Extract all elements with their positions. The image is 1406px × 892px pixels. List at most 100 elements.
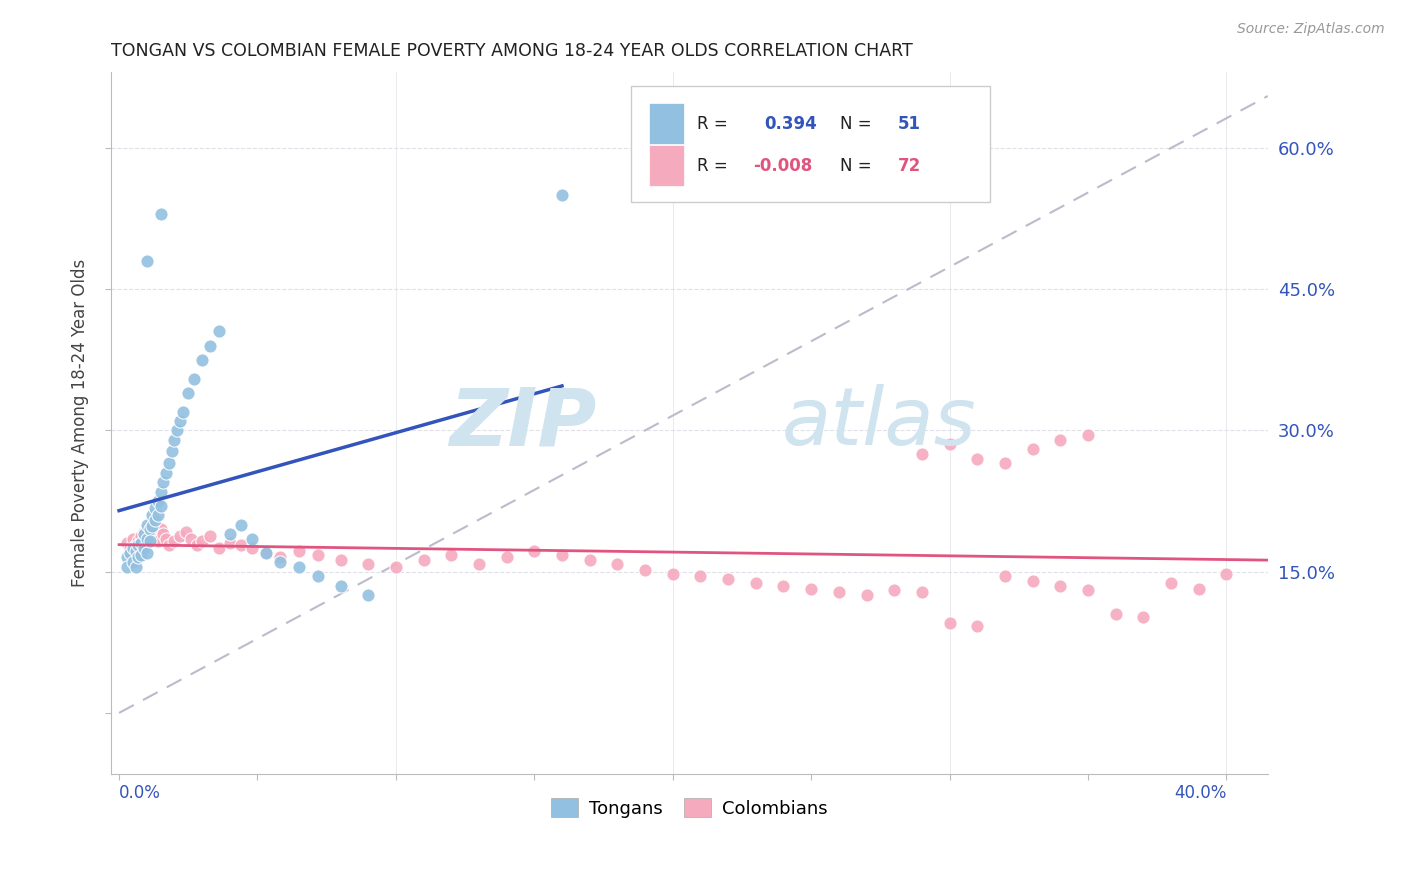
Point bbox=[1077, 583, 1099, 598]
Point bbox=[994, 569, 1017, 583]
Point bbox=[1049, 579, 1071, 593]
Point bbox=[169, 529, 191, 543]
Text: 72: 72 bbox=[897, 157, 921, 175]
Point bbox=[120, 541, 142, 555]
Point bbox=[523, 544, 546, 558]
Point bbox=[329, 579, 352, 593]
Point bbox=[1077, 428, 1099, 442]
Text: R =: R = bbox=[697, 115, 728, 133]
Point bbox=[385, 560, 408, 574]
Point bbox=[141, 532, 163, 546]
Point bbox=[135, 532, 157, 546]
Point bbox=[1104, 607, 1126, 621]
Point bbox=[938, 437, 960, 451]
FancyBboxPatch shape bbox=[648, 145, 683, 186]
Point bbox=[132, 524, 155, 539]
Point bbox=[200, 338, 222, 352]
Point bbox=[125, 560, 148, 574]
Point bbox=[412, 553, 434, 567]
Point bbox=[135, 517, 157, 532]
Point bbox=[307, 548, 329, 562]
Point bbox=[357, 557, 380, 571]
Point bbox=[440, 548, 463, 562]
Point bbox=[152, 475, 174, 490]
Point bbox=[146, 534, 169, 549]
Point bbox=[177, 385, 200, 400]
Point bbox=[606, 557, 628, 571]
Text: 51: 51 bbox=[897, 115, 921, 133]
Point bbox=[1188, 582, 1211, 596]
Point bbox=[120, 546, 142, 560]
Point bbox=[717, 572, 740, 586]
Point bbox=[307, 569, 329, 583]
Point bbox=[254, 546, 277, 560]
Point bbox=[240, 541, 263, 555]
Point bbox=[269, 555, 291, 569]
Point bbox=[689, 569, 711, 583]
Point bbox=[132, 541, 155, 555]
Point bbox=[911, 447, 934, 461]
Point bbox=[135, 522, 157, 536]
Point bbox=[163, 534, 186, 549]
Point bbox=[551, 548, 574, 562]
Point bbox=[138, 534, 160, 549]
Point bbox=[357, 588, 380, 602]
Point bbox=[495, 550, 517, 565]
Point bbox=[180, 532, 202, 546]
Point bbox=[208, 325, 231, 339]
Point bbox=[1049, 433, 1071, 447]
Point bbox=[143, 529, 166, 543]
Point bbox=[229, 517, 252, 532]
Point bbox=[155, 532, 177, 546]
Point bbox=[661, 566, 683, 581]
Point bbox=[800, 582, 823, 596]
Point bbox=[129, 529, 152, 543]
Point bbox=[288, 560, 311, 574]
Point bbox=[129, 548, 152, 562]
Text: N =: N = bbox=[839, 115, 872, 133]
Point bbox=[240, 532, 263, 546]
Text: 40.0%: 40.0% bbox=[1174, 783, 1226, 802]
Point bbox=[155, 466, 177, 480]
Text: 0.0%: 0.0% bbox=[120, 783, 160, 802]
Point bbox=[772, 579, 794, 593]
Point bbox=[183, 371, 205, 385]
Point bbox=[122, 541, 145, 555]
Point bbox=[132, 527, 155, 541]
Point bbox=[218, 536, 240, 550]
Point bbox=[883, 583, 905, 598]
Point bbox=[551, 187, 574, 202]
Text: 0.394: 0.394 bbox=[765, 115, 817, 133]
Point bbox=[578, 553, 600, 567]
Text: R =: R = bbox=[697, 157, 728, 175]
Point bbox=[172, 404, 194, 418]
Point bbox=[149, 499, 172, 513]
Point bbox=[157, 538, 180, 552]
Point bbox=[146, 508, 169, 522]
Point bbox=[1132, 610, 1154, 624]
Point bbox=[122, 532, 145, 546]
Point bbox=[229, 538, 252, 552]
Point bbox=[1215, 566, 1237, 581]
Point bbox=[1160, 576, 1182, 591]
Point bbox=[122, 546, 145, 560]
Point bbox=[138, 522, 160, 536]
Point bbox=[166, 423, 188, 437]
Text: -0.008: -0.008 bbox=[754, 157, 813, 175]
Y-axis label: Female Poverty Among 18-24 Year Olds: Female Poverty Among 18-24 Year Olds bbox=[72, 260, 89, 588]
Point bbox=[994, 456, 1017, 470]
Point bbox=[191, 352, 214, 367]
Point bbox=[125, 544, 148, 558]
Point bbox=[149, 522, 172, 536]
Point bbox=[911, 585, 934, 599]
Point bbox=[122, 555, 145, 569]
Text: N =: N = bbox=[839, 157, 872, 175]
Point bbox=[163, 433, 186, 447]
Point bbox=[138, 527, 160, 541]
Point bbox=[117, 560, 139, 574]
Point bbox=[141, 508, 163, 522]
FancyBboxPatch shape bbox=[631, 87, 990, 202]
Point bbox=[855, 588, 877, 602]
Point bbox=[1021, 442, 1043, 457]
Point bbox=[125, 538, 148, 552]
